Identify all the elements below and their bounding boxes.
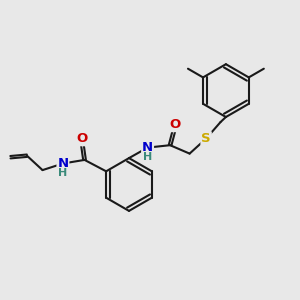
Text: N: N	[57, 157, 68, 170]
Text: H: H	[58, 168, 68, 178]
Text: N: N	[142, 141, 153, 154]
Text: H: H	[143, 152, 152, 163]
Text: S: S	[201, 132, 211, 145]
Text: O: O	[170, 118, 181, 131]
Text: O: O	[76, 132, 87, 146]
